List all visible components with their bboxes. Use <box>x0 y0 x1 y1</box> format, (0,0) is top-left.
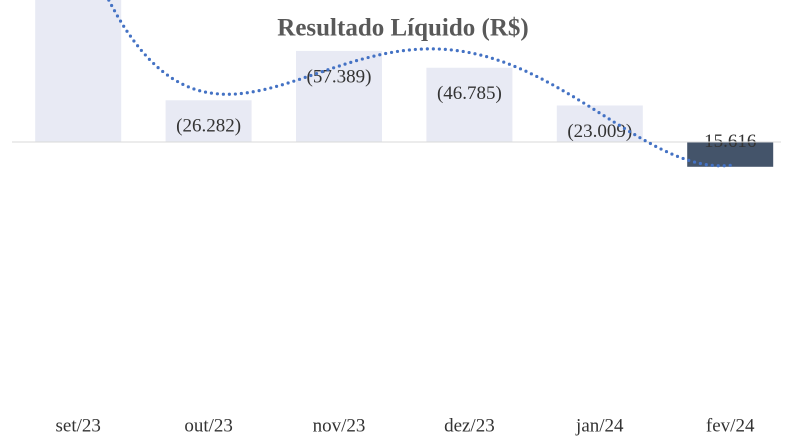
x-tick-label: dez/23 <box>444 415 495 436</box>
x-tick-label: jan/24 <box>575 415 624 436</box>
x-tick-label: out/23 <box>184 415 233 436</box>
bar <box>165 100 252 142</box>
chart-title: Resultado Líquido (R$) <box>277 15 528 42</box>
value-label: (23.009) <box>567 121 632 142</box>
x-tick-label: fev/24 <box>706 415 755 436</box>
x-tick-label: set/23 <box>56 415 101 436</box>
x-tick-label: nov/23 <box>313 415 366 436</box>
trendline <box>106 0 732 168</box>
value-label: (26.282) <box>176 116 241 137</box>
bar <box>35 0 122 142</box>
value-label: (46.785) <box>437 83 502 104</box>
bar <box>426 67 513 142</box>
value-label: (57.389) <box>307 66 372 87</box>
